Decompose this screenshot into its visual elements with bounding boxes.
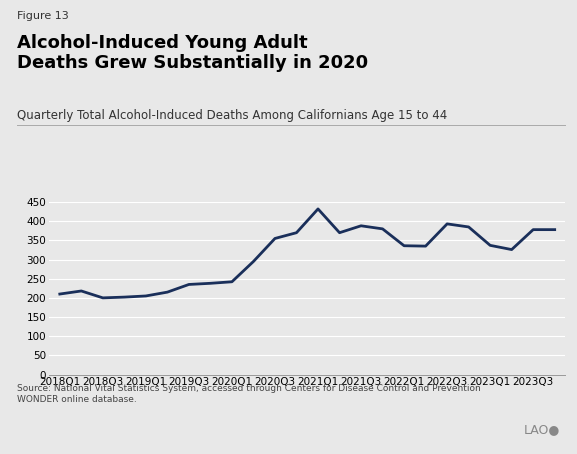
Text: Source: National Vital Statistics System, accessed through Centers for Disease C: Source: National Vital Statistics System…	[17, 384, 481, 404]
Text: Figure 13: Figure 13	[17, 11, 69, 21]
Text: LAO●: LAO●	[523, 423, 560, 436]
Text: Quarterly Total Alcohol-Induced Deaths Among Californians Age 15 to 44: Quarterly Total Alcohol-Induced Deaths A…	[17, 109, 448, 122]
Text: Alcohol-Induced Young Adult
Deaths Grew Substantially in 2020: Alcohol-Induced Young Adult Deaths Grew …	[17, 34, 369, 72]
